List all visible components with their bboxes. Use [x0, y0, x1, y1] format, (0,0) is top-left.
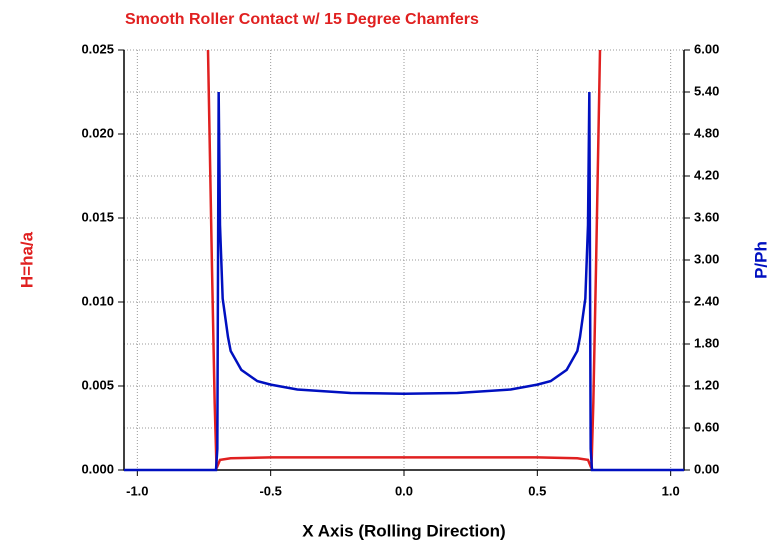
y2-tick-label: 4.80	[694, 125, 719, 140]
y2-tick-label: 4.20	[694, 167, 719, 182]
chart-title: Smooth Roller Contact w/ 15 Degree Chamf…	[125, 11, 479, 28]
y2-tick-label: 1.20	[694, 377, 719, 392]
y2-tick-label: 3.60	[694, 209, 719, 224]
y-tick-label: 0.000	[81, 461, 114, 476]
x-tick-label: 1.0	[662, 483, 680, 498]
x-tick-label: 0.0	[395, 483, 413, 498]
axis-frame	[123, 50, 685, 471]
y-tick-label: 0.005	[81, 377, 114, 392]
y-tick-label: 0.020	[81, 125, 114, 140]
y2-tick-label: 6.00	[694, 41, 719, 56]
y2-axis-label: P/Ph	[751, 241, 770, 279]
x-axis-label: X Axis (Rolling Direction)	[302, 521, 505, 540]
x-tick-label: -0.5	[259, 483, 281, 498]
series-line	[124, 91, 684, 472]
y-tick-label: 0.025	[81, 41, 114, 56]
x-tick-label: -1.0	[126, 483, 148, 498]
y-tick-label: 0.010	[81, 293, 114, 308]
y2-tick-label: 2.40	[694, 293, 719, 308]
y-axis-label: H=ha/a	[17, 231, 36, 288]
y2-tick-label: 0.00	[694, 461, 719, 476]
y2-tick-label: 3.00	[694, 251, 719, 266]
y-tick-label: 0.015	[81, 209, 114, 224]
y2-tick-label: 0.60	[694, 419, 719, 434]
series-line	[206, 49, 602, 469]
y2-tick-label: 1.80	[694, 335, 719, 350]
y2-tick-label: 5.40	[694, 83, 719, 98]
x-tick-label: 0.5	[528, 483, 546, 498]
